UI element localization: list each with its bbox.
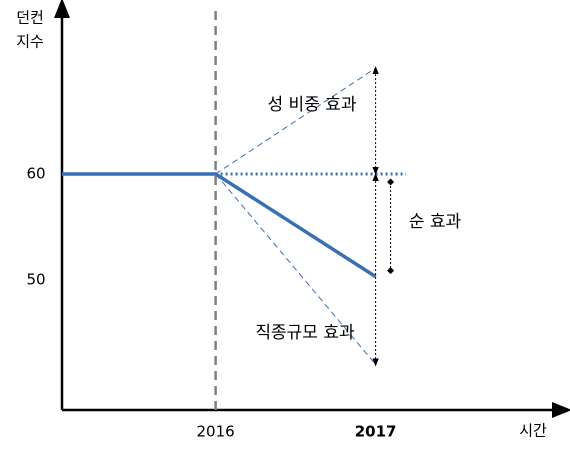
annotation: 직종규모 효과 — [255, 323, 355, 343]
y-tick-label: 50 — [26, 270, 45, 288]
x-tick-label: 2017 — [355, 423, 397, 441]
y-label: 던컨 — [16, 9, 44, 27]
series-line — [215, 173, 376, 365]
y-label: 지수 — [16, 33, 44, 51]
series-line — [215, 67, 376, 175]
series-line — [62, 172, 377, 279]
x-label: 시간 — [519, 422, 547, 440]
y-tick-label: 60 — [26, 164, 45, 182]
annotation: 성 비중 효과 — [267, 95, 356, 115]
annotation: 순 효과 — [409, 212, 462, 232]
x-tick-label: 2016 — [197, 423, 235, 441]
